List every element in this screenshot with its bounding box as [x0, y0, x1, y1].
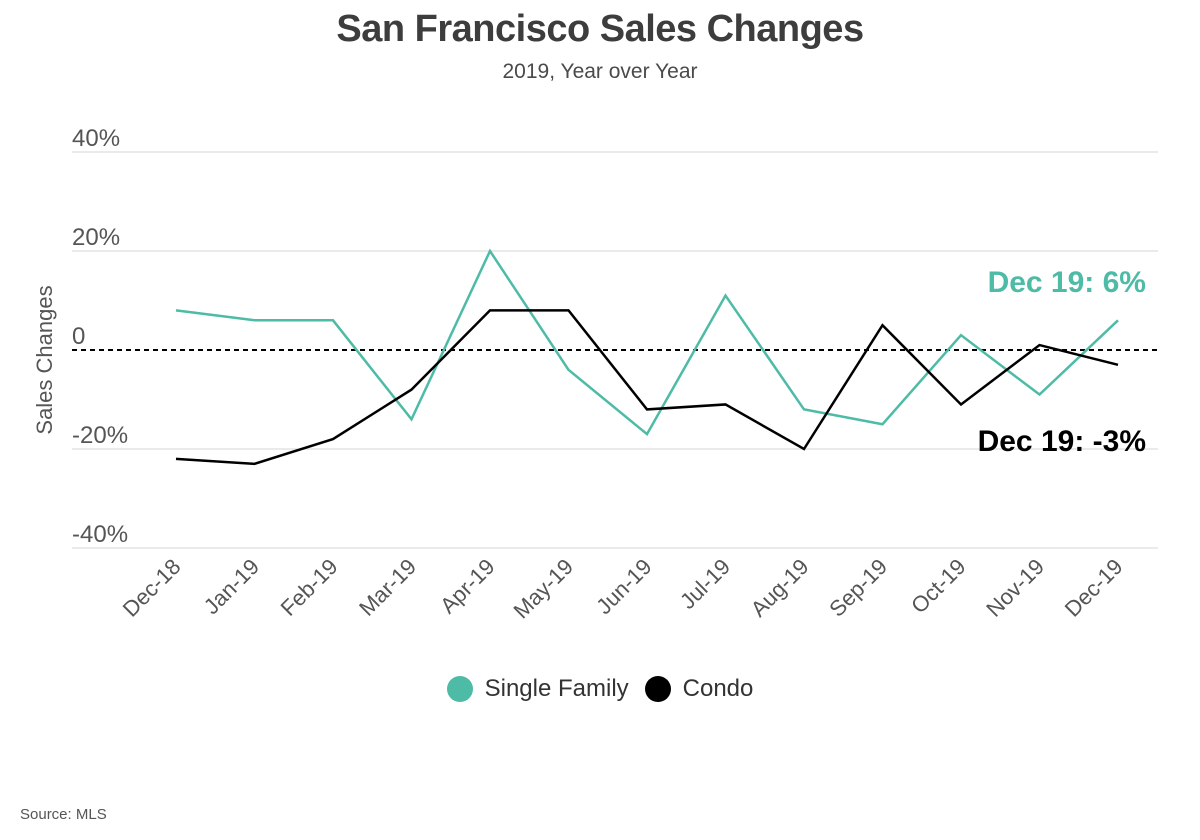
line-chart: 40% 20% 0 -20% -40% Dec-18 Jan-19 Feb-19 Mar-19…: [32, 125, 1158, 624]
x-tick-label: Jun-19: [591, 554, 656, 619]
x-tick-label: Aug-19: [746, 554, 814, 622]
x-tick-label: Apr-19: [435, 554, 499, 618]
series-line-single-family: [175, 248, 1119, 437]
x-tick-label: Dec-18: [118, 554, 186, 622]
single-family-swatch-icon: [446, 676, 473, 702]
x-tick-label: Nov-19: [981, 554, 1049, 622]
legend-label-condo: Condo: [682, 675, 754, 702]
y-tick-label: 0: [72, 323, 85, 350]
legend: Single Family Condo: [0, 675, 1200, 703]
annotation-condo: Dec 19: -3%: [978, 425, 1146, 458]
annotation-single-family: Dec 19: 6%: [988, 266, 1146, 299]
y-tick-label: -20%: [72, 422, 128, 449]
y-tick-label: 40%: [72, 125, 120, 152]
series-lines: [175, 248, 1119, 466]
source-note: Source: MLS: [20, 806, 107, 823]
annotations: Dec 19: 6% Dec 19: -3%: [978, 266, 1146, 458]
y-tick-label: 20%: [72, 224, 120, 251]
series-line-condo: [175, 309, 1119, 466]
x-tick-label: May-19: [508, 554, 578, 624]
chart-subtitle: 2019, Year over Year: [502, 60, 698, 83]
x-tick-label: Jan-19: [199, 554, 264, 619]
x-tick-label: Jul-19: [675, 554, 735, 614]
y-axis-label: Sales Changes: [32, 285, 57, 434]
x-tick-label: Dec-19: [1060, 554, 1128, 622]
x-tick-label: Mar-19: [354, 554, 421, 621]
legend-item-single-family[interactable]: Single Family: [446, 675, 629, 703]
x-tick-label: Sep-19: [824, 554, 892, 622]
condo-swatch-icon: [644, 676, 671, 702]
y-tick-labels: 40% 20% 0 -20% -40%: [72, 125, 128, 548]
chart-title: San Francisco Sales Changes: [336, 8, 864, 50]
legend-item-condo[interactable]: Condo: [644, 675, 754, 703]
x-tick-labels: Dec-18 Jan-19 Feb-19 Mar-19 Apr-19 May-19 Jun-…: [118, 554, 1128, 624]
x-tick-label: Feb-19: [276, 554, 343, 621]
y-tick-label: -40%: [72, 521, 128, 548]
legend-label-single-family: Single Family: [484, 675, 629, 702]
gridlines: [72, 151, 1158, 549]
x-tick-label: Oct-19: [906, 554, 970, 618]
